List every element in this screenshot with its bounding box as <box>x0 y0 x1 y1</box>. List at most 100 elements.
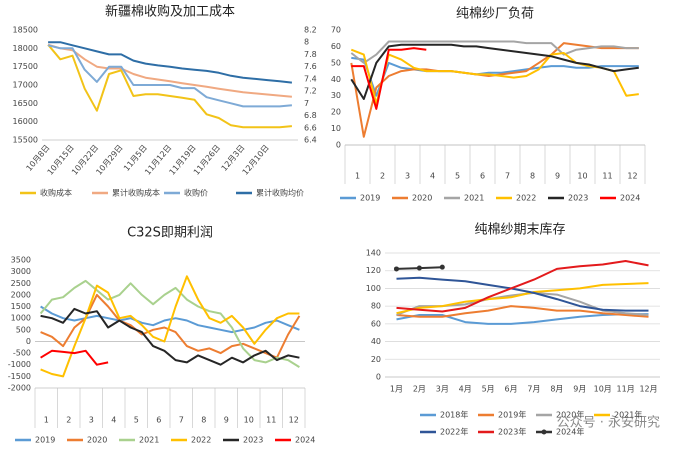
y-tick-label: 3000 <box>11 267 31 276</box>
x-tick-label: 10 <box>577 172 587 181</box>
x-tick-label: 1 <box>355 172 360 181</box>
y-tick-label: 1500 <box>11 302 31 311</box>
x-tick-label: 6月 <box>504 385 517 394</box>
y-tick-label: 17500 <box>13 62 38 71</box>
legend-label: 2021年 <box>614 410 642 420</box>
chart-title: 纯棉纱期末库存 <box>474 222 565 238</box>
x-tick-label: 12 <box>289 416 299 425</box>
legend-label: 2022 <box>516 194 536 203</box>
y2-tick-label: 6.4 <box>304 136 317 145</box>
x-tick-label: 11 <box>602 172 612 181</box>
y2-tick-label: 7.2 <box>304 87 317 96</box>
y-tick-label: 16000 <box>13 117 38 126</box>
x-tick-label: 3月 <box>436 385 449 394</box>
y-tick-label: 20 <box>331 108 341 117</box>
series-line <box>351 56 639 97</box>
series-line <box>350 40 639 64</box>
y-tick-label: 3500 <box>11 256 31 265</box>
legend-label: 2023年 <box>498 427 526 437</box>
y-tick-label: 40 <box>331 75 341 84</box>
watermark: 公众号 · 永安研究 <box>557 416 660 431</box>
legend-label: 2020年 <box>556 410 584 420</box>
x-tick-label: 6 <box>156 416 161 425</box>
y2-tick-label: 7.8 <box>304 50 317 59</box>
y-tick-label: 60 <box>331 42 341 51</box>
legend-label: 2019 <box>360 194 380 203</box>
y-tick-label: 15500 <box>13 136 38 145</box>
y-tick-label: 120 <box>366 266 381 275</box>
series-line <box>396 305 649 318</box>
series-line <box>40 349 109 366</box>
legend-label: 2019年 <box>498 410 526 420</box>
legend-label: 收购成本 <box>40 188 72 198</box>
series-line <box>396 276 649 312</box>
legend-label: 2019 <box>35 436 55 445</box>
series-line <box>40 307 300 366</box>
y-tick-label: 1000 <box>11 314 31 323</box>
point <box>439 264 445 270</box>
legend-label: 2020 <box>87 436 107 445</box>
x-tick-label: 8 <box>201 416 206 425</box>
y-tick-label: 60 <box>371 319 381 328</box>
x-tick-label: 9 <box>555 172 560 181</box>
y-tick-label: 70 <box>331 26 341 35</box>
y-tick-label: 80 <box>371 302 381 311</box>
y-tick-label: -2000 <box>8 384 31 393</box>
y-tick-label: 0 <box>376 373 381 382</box>
legend-label: 2020 <box>412 194 432 203</box>
legend-label: 2021 <box>139 436 159 445</box>
series-line <box>40 275 300 378</box>
x-tick-label: 12月 <box>639 385 657 394</box>
series-line <box>350 48 639 105</box>
x-tick-label: 6 <box>480 172 485 181</box>
x-tick-label: 5 <box>455 172 460 181</box>
series-line <box>47 44 292 129</box>
x-tick-label: 2月 <box>413 385 426 394</box>
legend-label: 2021 <box>464 194 484 203</box>
x-tick-label: 4 <box>430 172 435 181</box>
series-line <box>48 41 293 84</box>
legend-marker <box>541 429 547 435</box>
chart-title: C32S即期利润 <box>127 226 213 241</box>
x-tick-label: 1 <box>44 416 49 425</box>
point <box>393 266 399 272</box>
legend-label: 2018年 <box>440 410 468 420</box>
legend-label: 2023 <box>243 436 263 445</box>
y2-tick-label: 7.4 <box>304 74 317 83</box>
series-line <box>39 279 300 368</box>
series-line <box>351 47 427 110</box>
y2-tick-label: 6.6 <box>304 123 317 132</box>
x-tick-label: 11月 <box>617 385 635 394</box>
y2-tick-label: 8 <box>304 38 309 47</box>
legend-label: 2024年 <box>556 427 584 437</box>
x-tick-label: 3 <box>89 416 94 425</box>
chart-title: 纯棉纱厂负荷 <box>456 7 534 22</box>
series-line <box>396 313 649 325</box>
y2-tick-label: 7 <box>304 99 309 108</box>
x-tick-label: 9 <box>224 416 229 425</box>
legend-label: 2024 <box>295 436 315 445</box>
y-tick-label: 10 <box>331 124 341 133</box>
x-tick-label: 8月 <box>550 385 563 394</box>
point <box>416 265 422 271</box>
series-line <box>396 282 649 315</box>
y-tick-label: 140 <box>366 249 381 258</box>
y-tick-label: -1000 <box>8 360 31 369</box>
y-tick-label: -1500 <box>8 372 31 381</box>
y-tick-label: 0 <box>336 141 341 150</box>
chart-title: 新疆棉收购及加工成本 <box>105 4 235 20</box>
y-tick-label: 2000 <box>11 290 31 299</box>
y-tick-label: 18000 <box>13 44 38 53</box>
y-tick-label: 2500 <box>11 279 31 288</box>
legend-label: 2023 <box>568 194 588 203</box>
y-tick-label: 18500 <box>13 26 38 35</box>
y-tick-label: 30 <box>331 91 341 100</box>
y-tick-label: 17000 <box>13 81 38 90</box>
series-line <box>40 293 301 359</box>
chart: C32S即期利润 -2000 -1500 -1000 -500 0 500 1000 1500 2… <box>8 226 316 445</box>
y-tick-label: 100 <box>366 284 381 293</box>
x-tick-label: 8 <box>530 172 535 181</box>
x-tick-label: 4月 <box>459 385 472 394</box>
x-tick-label: 4 <box>111 416 116 425</box>
